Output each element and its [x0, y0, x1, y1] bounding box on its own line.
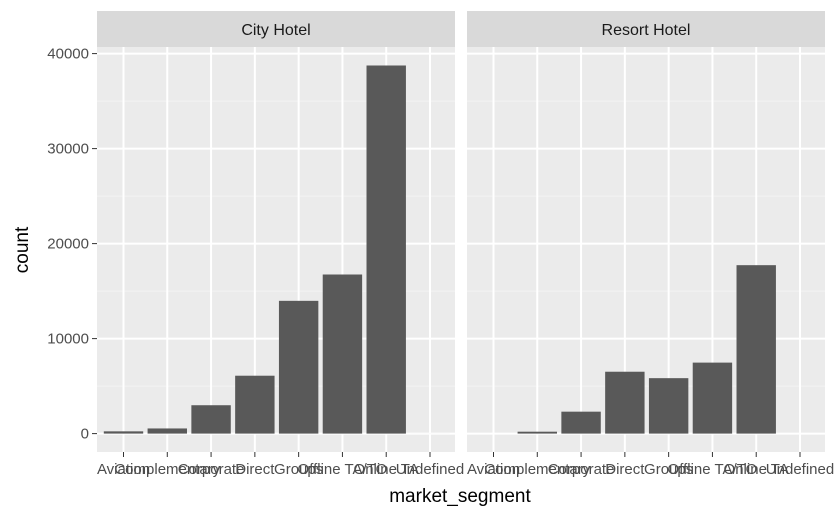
facet-strip [467, 11, 825, 47]
bar [648, 378, 689, 434]
facet-strip [97, 11, 455, 47]
x-tick-label: Offline TA/TO [668, 461, 758, 478]
x-tick-label: Groups [274, 461, 323, 478]
facet-panel: Resort Hotel AviationComplementaryCorpora… [467, 11, 834, 478]
bar [147, 428, 187, 434]
x-axis-title: market_segment [389, 486, 531, 507]
y-tick-label: 30000 [47, 141, 89, 158]
bar [517, 431, 557, 434]
x-tick-label: Direct [605, 461, 645, 478]
facet-strip-label: City Hotel [241, 22, 310, 39]
x-tick-label: Online TA [724, 461, 789, 478]
y-tick-label: 20000 [47, 236, 89, 253]
x-tick-label: Aviation [467, 461, 520, 478]
bar [322, 274, 363, 434]
bar [736, 265, 776, 434]
facet-strip-label: Resort Hotel [602, 22, 691, 39]
y-axis-title: count [12, 226, 33, 273]
x-tick-label: Aviation [97, 461, 150, 478]
y-axis: 0 10000 20000 30000 40000 [47, 46, 97, 443]
x-tick-label: Offline TA/TO [298, 461, 388, 478]
x-tick-label: Undefined [766, 461, 834, 478]
x-tick-label: Groups [644, 461, 693, 478]
bar [605, 371, 645, 434]
bar [278, 300, 319, 434]
bar [692, 362, 733, 434]
panels-layer: City HotelAviationComplementaryCorporate… [97, 11, 834, 478]
bar [235, 375, 275, 434]
bar [103, 431, 144, 434]
y-tick-label: 10000 [47, 331, 89, 348]
facet-panel: City Hotel AviationComplementaryCorporate… [97, 11, 464, 478]
x-tick-label: Online TA [354, 461, 419, 478]
bar [561, 411, 601, 434]
x-tick-label: Complementary [484, 461, 590, 478]
y-tick-label: 40000 [47, 46, 89, 63]
bar [191, 405, 231, 434]
x-tick-label: Corporate [178, 461, 245, 478]
x-tick-label: Undefined [396, 461, 464, 478]
x-tick-label: Complementary [114, 461, 220, 478]
y-tick-label: 0 [81, 426, 89, 443]
bar [366, 65, 406, 434]
x-tick-label: Direct [235, 461, 275, 478]
x-tick-label: Corporate [548, 461, 615, 478]
